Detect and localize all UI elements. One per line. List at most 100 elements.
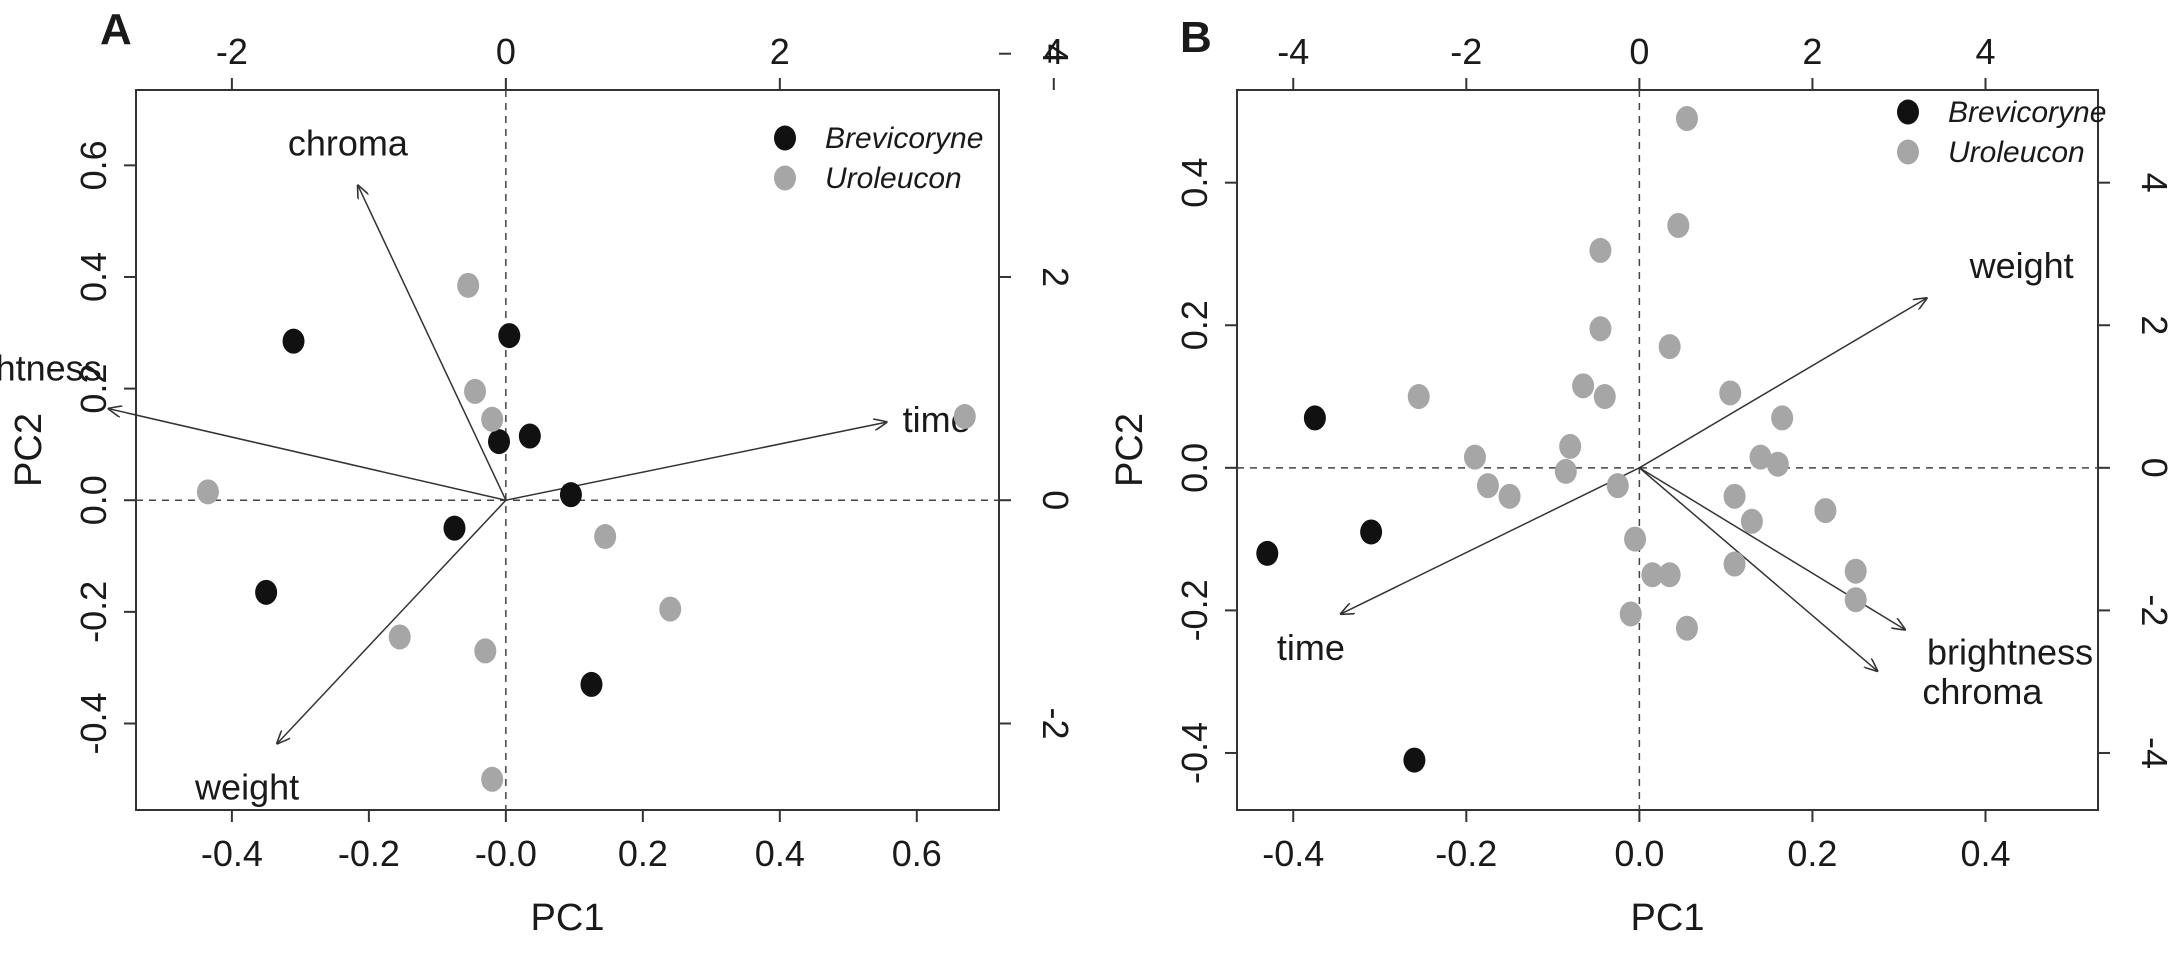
uroleucon-point xyxy=(1641,562,1664,588)
legend-marker-uroleucon xyxy=(1897,139,1919,165)
right-tick-label: 0 xyxy=(2134,458,2175,478)
uroleucon-point xyxy=(196,479,219,505)
uroleucon-point xyxy=(1624,526,1647,552)
top-tick-label: -2 xyxy=(1450,31,1482,72)
x-tick-label: 0.4 xyxy=(755,833,805,874)
y-tick-label: 0.6 xyxy=(73,140,114,190)
legend-label-uroleucon: Uroleucon xyxy=(825,162,962,195)
uroleucon-point xyxy=(1675,106,1698,132)
uroleucon-point xyxy=(388,624,411,650)
uroleucon-point xyxy=(1572,373,1595,399)
brevicoryne-point xyxy=(1360,519,1383,545)
x-tick-label: -0.4 xyxy=(201,833,263,874)
uroleucon-point xyxy=(953,404,976,430)
uroleucon-point xyxy=(1589,316,1612,342)
uroleucon-point xyxy=(1766,451,1789,477)
right-tick-label: 2 xyxy=(2134,315,2175,335)
x-axis-title: PC1 xyxy=(531,897,605,939)
uroleucon-point xyxy=(1476,473,1499,499)
panel-b-letter: B xyxy=(1180,13,1212,62)
uroleucon-point xyxy=(481,766,504,792)
x-tick-label: -0.0 xyxy=(475,833,537,874)
loading-label-weight: weight xyxy=(194,767,299,808)
uroleucon-point xyxy=(1619,601,1642,627)
loading-arrow-weight xyxy=(1638,298,1926,469)
brevicoryne-point xyxy=(498,323,521,349)
uroleucon-point xyxy=(659,596,682,622)
uroleucon-point xyxy=(1589,237,1612,263)
brevicoryne-point xyxy=(559,482,582,508)
plot-frame xyxy=(135,89,1000,811)
top-tick-label: -4 xyxy=(1277,31,1309,72)
x-tick-label: -0.4 xyxy=(1262,833,1324,874)
uroleucon-point xyxy=(1498,483,1521,509)
x-tick-label: -0.2 xyxy=(1435,833,1497,874)
right-tick-label: 2 xyxy=(1035,267,1076,287)
legend-label-brevicoryne: Brevicoryne xyxy=(1948,96,2106,129)
uroleucon-point xyxy=(1606,473,1629,499)
uroleucon-point xyxy=(481,406,504,432)
loading-arrow-weight xyxy=(277,499,507,743)
loading-arrow-time xyxy=(1341,467,1640,614)
panel-b-biplot: B -0.4 -0.2 0.0 0.2 0.4 -0.4 -0.2 0.0 0.2 0.4 -4 -2… xyxy=(1109,13,2175,939)
brevicoryne-point xyxy=(1303,405,1326,431)
y-tick-label: -0.4 xyxy=(1174,722,1215,784)
x-tick-label: 0.0 xyxy=(1614,833,1664,874)
brevicoryne-point xyxy=(1403,747,1426,773)
uroleucon-point xyxy=(1723,551,1746,577)
right-tick-label: 0 xyxy=(1035,490,1076,510)
y-tick-label: 0.4 xyxy=(1174,158,1215,208)
uroleucon-point xyxy=(1719,380,1742,406)
y-tick-label: -0.2 xyxy=(1174,579,1215,641)
uroleucon-point xyxy=(1675,615,1698,641)
y-tick-label: -0.2 xyxy=(73,581,114,643)
y-tick-label: 0.0 xyxy=(1174,443,1215,493)
loading-label-time: time xyxy=(1277,627,1345,668)
loading-arrow-chroma xyxy=(358,185,507,501)
plot-frame xyxy=(1236,89,2099,811)
x-axis-title: PC1 xyxy=(1631,897,1705,939)
brevicoryne-point xyxy=(518,423,541,449)
loading-arrow-brightness xyxy=(109,409,507,501)
legend-marker-brevicoryne xyxy=(774,125,796,151)
brevicoryne-point xyxy=(282,328,305,354)
uroleucon-point xyxy=(1407,384,1430,410)
uroleucon-point xyxy=(1814,498,1837,524)
y-tick-label: 0.0 xyxy=(73,475,114,525)
uroleucon-point xyxy=(1559,433,1582,459)
right-tick-label: -2 xyxy=(1035,707,1076,739)
uroleucon-point xyxy=(1593,384,1616,410)
x-tick-label: 0.4 xyxy=(1960,833,2010,874)
uroleucon-point xyxy=(1771,405,1794,431)
uroleucon-point xyxy=(474,638,497,664)
legend-label-brevicoryne: Brevicoryne xyxy=(825,122,983,155)
uroleucon-point xyxy=(1723,483,1746,509)
uroleucon-point xyxy=(1667,212,1690,238)
right-tick-label: -2 xyxy=(2134,594,2175,626)
legend-marker-brevicoryne xyxy=(1897,99,1919,125)
uroleucon-point xyxy=(457,272,480,298)
top-tick-label: 4 xyxy=(1975,31,1995,72)
loading-label-weight: weight xyxy=(1969,245,2074,286)
top-tick-label: 4 xyxy=(1044,31,1064,72)
top-tick-label: -2 xyxy=(216,31,248,72)
y-tick-label: 0.2 xyxy=(1174,300,1215,350)
uroleucon-point xyxy=(1658,334,1681,360)
loading-label-chroma: chroma xyxy=(288,122,409,163)
uroleucon-point xyxy=(1658,562,1681,588)
right-tick-label: 4 xyxy=(2134,173,2175,193)
loading-label-brightness: brightness xyxy=(1927,632,2093,673)
uroleucon-point xyxy=(1740,508,1763,534)
x-tick-label: 0.6 xyxy=(892,833,942,874)
x-tick-label: 0.2 xyxy=(1787,833,1837,874)
legend-label-uroleucon: Uroleucon xyxy=(1948,136,2085,169)
brevicoryne-point xyxy=(1256,540,1279,566)
uroleucon-point xyxy=(1844,587,1867,613)
brevicoryne-point xyxy=(488,429,511,455)
top-tick-label: 0 xyxy=(496,31,516,72)
brevicoryne-point xyxy=(443,515,466,541)
right-tick-label: 4 xyxy=(1035,44,1076,64)
loading-label-chroma: chroma xyxy=(1922,671,2043,712)
brevicoryne-point xyxy=(255,579,278,605)
